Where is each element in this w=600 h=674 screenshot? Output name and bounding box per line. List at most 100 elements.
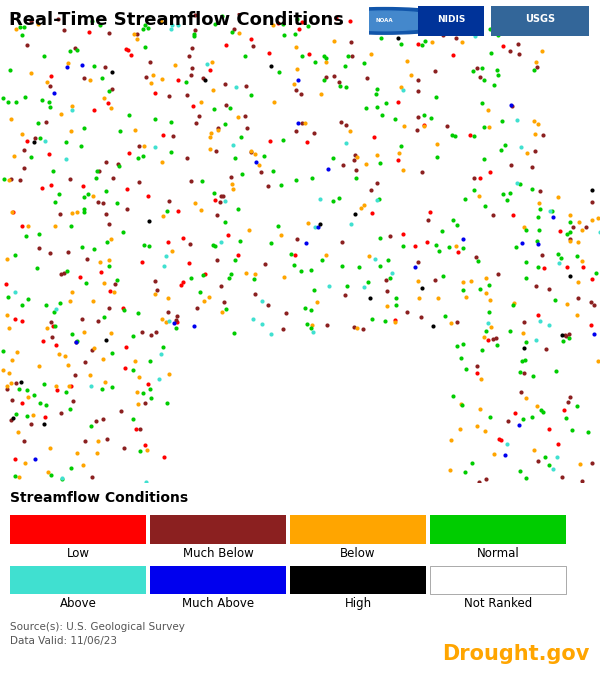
Point	[309, 284, 319, 295]
Point	[438, 30, 448, 40]
Point	[143, 379, 152, 390]
Point	[241, 80, 251, 91]
Point	[260, 151, 269, 162]
Point	[160, 261, 169, 272]
Point	[0, 174, 9, 185]
Point	[140, 398, 150, 408]
Point	[372, 150, 382, 160]
Point	[466, 129, 475, 140]
Point	[457, 37, 466, 48]
Point	[26, 152, 35, 162]
Point	[46, 316, 56, 327]
Point	[303, 21, 313, 32]
Point	[443, 10, 452, 21]
Point	[540, 452, 550, 462]
Point	[372, 195, 382, 206]
Point	[104, 98, 113, 109]
Point	[250, 288, 259, 299]
Point	[373, 19, 382, 30]
Point	[455, 424, 465, 435]
Point	[35, 398, 44, 408]
Point	[302, 237, 311, 248]
Point	[554, 439, 563, 450]
Point	[104, 254, 113, 265]
Point	[210, 19, 220, 30]
Point	[128, 414, 137, 425]
Point	[466, 275, 476, 286]
Point	[122, 183, 132, 194]
Point	[484, 280, 494, 291]
Point	[347, 51, 357, 61]
Point	[97, 73, 106, 84]
Point	[2, 384, 11, 394]
Point	[498, 41, 508, 52]
Point	[22, 135, 32, 146]
Point	[446, 318, 456, 329]
Point	[61, 153, 71, 164]
Point	[561, 330, 571, 341]
Point	[187, 70, 196, 81]
Point	[34, 118, 43, 129]
Point	[250, 274, 259, 284]
Point	[337, 237, 347, 247]
Point	[461, 364, 470, 375]
Point	[101, 185, 111, 196]
Point	[537, 250, 547, 261]
Point	[148, 69, 158, 80]
Point	[572, 310, 581, 321]
Point	[593, 356, 600, 367]
Point	[530, 65, 539, 75]
Point	[21, 231, 31, 241]
Point	[104, 28, 113, 38]
Point	[583, 427, 593, 437]
Point	[135, 424, 145, 435]
Point	[227, 179, 236, 189]
Point	[104, 218, 114, 229]
Point	[46, 442, 55, 453]
Point	[534, 224, 544, 235]
Point	[113, 158, 122, 169]
Point	[157, 156, 166, 167]
Point	[80, 436, 89, 447]
Point	[385, 272, 395, 283]
Point	[363, 276, 373, 287]
Point	[143, 191, 152, 202]
Point	[150, 113, 160, 124]
Point	[307, 264, 316, 275]
Point	[187, 62, 196, 73]
Point	[233, 204, 243, 214]
Point	[520, 317, 529, 328]
Point	[4, 367, 14, 378]
Point	[370, 131, 379, 142]
Point	[302, 319, 311, 330]
Point	[517, 238, 527, 249]
Point	[169, 131, 178, 142]
Point	[493, 65, 502, 75]
Point	[440, 11, 449, 22]
Point	[213, 122, 223, 133]
Point	[189, 29, 199, 40]
Point	[506, 160, 515, 171]
Point	[67, 207, 77, 218]
Point	[352, 152, 362, 162]
Point	[560, 330, 569, 340]
Point	[49, 307, 58, 317]
Point	[164, 368, 173, 379]
Point	[469, 65, 478, 76]
Point	[150, 276, 160, 286]
Point	[10, 470, 20, 481]
Point	[126, 49, 136, 60]
Point	[115, 125, 125, 136]
Point	[133, 387, 142, 398]
Point	[520, 355, 530, 365]
Point	[67, 286, 77, 297]
Point	[169, 317, 179, 328]
Point	[200, 269, 210, 280]
Point	[60, 350, 70, 361]
Point	[190, 24, 200, 35]
Point	[538, 129, 548, 140]
Point	[266, 237, 276, 248]
Point	[4, 323, 14, 334]
Point	[514, 420, 524, 431]
Point	[532, 61, 542, 72]
